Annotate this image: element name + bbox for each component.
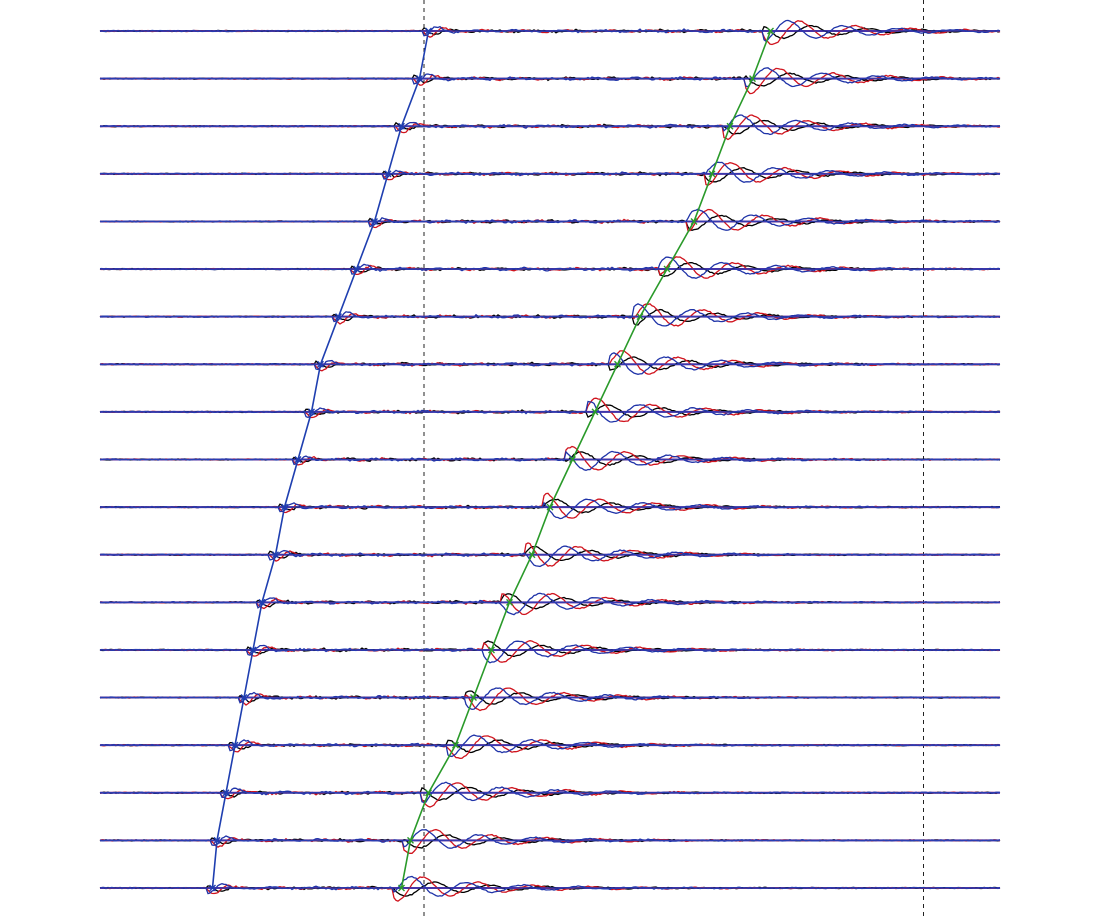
second-arrival-pick-marker-12: [528, 551, 536, 559]
trace-3-trace-component-2: [100, 114, 1001, 141]
trace-15-trace-component-3: [99, 687, 1001, 710]
second-arrival-pick-marker-3: [726, 122, 734, 130]
trace-18-trace-component-1: [99, 834, 1001, 849]
second-arrival-pick-marker-2: [749, 75, 756, 83]
trace-6-trace-component-3: [99, 256, 1001, 279]
trace-2-trace-component-2: [99, 67, 1001, 95]
trace-9-trace-component-2: [99, 397, 1001, 423]
first-arrival-pick-marker-7: [335, 313, 342, 321]
first-arrival-pick-marker-2: [416, 75, 423, 83]
trace-10-trace-component-3: [99, 450, 1001, 471]
second-arrival-pick-marker-14: [488, 646, 495, 654]
first-arrival-pick-marker-17: [222, 789, 230, 797]
first-arrival-pick-marker-15: [240, 694, 248, 702]
second-arrival-pick-marker-8: [614, 360, 621, 368]
trace-13-trace-component-1: [100, 593, 1001, 610]
first-arrival-pick-marker-8: [317, 360, 324, 368]
first-arrival-pick-marker-11: [281, 503, 288, 511]
trace-14-trace-component-3: [99, 640, 1001, 664]
first-arrival-pick-marker-5: [371, 217, 378, 225]
first-arrival-pick-marker-13: [258, 598, 266, 606]
second-arrival-pick-marker-16: [452, 741, 459, 749]
first-arrival-pick-marker-18: [213, 836, 221, 844]
second-arrival-pick-marker-13: [506, 598, 513, 606]
first-arrival-pick-marker-3: [398, 122, 405, 130]
second-arrival-pick-marker-15: [470, 694, 477, 702]
trace-7-trace-component-2: [99, 303, 1001, 327]
second-arrival-pick-marker-7: [636, 313, 644, 321]
first-arrival-pick-marker-6: [353, 265, 360, 273]
first-arrival-pick-marker-19: [209, 884, 216, 892]
second-arrival-pick-marker-6: [663, 265, 671, 273]
second-arrival-pick-marker-10: [569, 456, 576, 463]
trace-15-trace-component-2: [99, 687, 1001, 712]
first-arrival-pick-marker-4: [384, 170, 392, 178]
second-arrival-pick-marker-5: [690, 217, 698, 225]
trace-2-trace-component-3: [99, 67, 1001, 88]
first-arrival-pick-marker-14: [249, 646, 257, 654]
trace-1-trace-component-2: [100, 20, 1001, 46]
first-arrival-pick-marker-1: [425, 27, 432, 35]
second-arrival-pick-marker-4: [708, 170, 716, 178]
first-arrival-pick-marker-16: [231, 741, 239, 749]
first-arrival-pick-marker-12: [272, 551, 279, 559]
trace-14-trace-component-2: [99, 640, 1001, 663]
second-arrival-pick-marker-1: [767, 27, 774, 35]
second-arrival-pick-marker-19: [398, 884, 405, 892]
first-arrival-pick-marker-10: [294, 456, 302, 463]
second-arrival-pick-marker-17: [425, 789, 432, 797]
second-arrival-pick-marker-9: [591, 408, 599, 416]
trace-10-trace-component-2: [99, 445, 1001, 471]
trace-13-trace-component-2: [100, 592, 1001, 616]
second-arrival-pick-marker-18: [407, 836, 414, 844]
trace-6-trace-component-2: [99, 256, 1001, 279]
trace-13-trace-component-3: [99, 592, 1001, 616]
trace-3-trace-component-3: [99, 114, 1001, 136]
first-arrival-pick-marker-9: [308, 408, 315, 416]
trace-7-trace-component-3: [99, 303, 1001, 327]
second-arrival-pick-marker-11: [546, 503, 554, 511]
